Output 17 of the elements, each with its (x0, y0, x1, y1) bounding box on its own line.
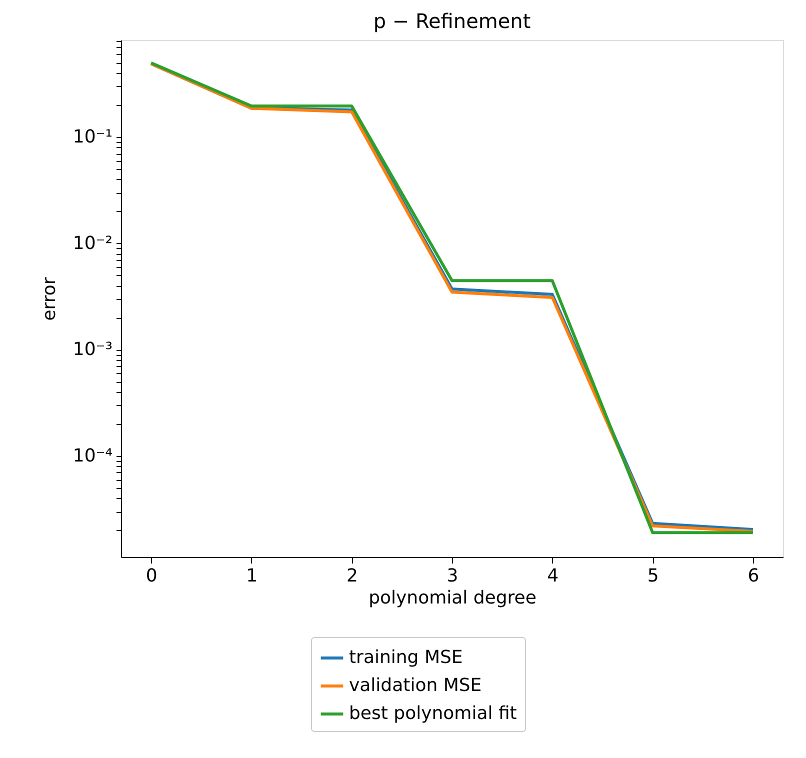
y-axis-title: error (38, 276, 60, 321)
y-tick-label: 10⁻³ (72, 339, 112, 360)
legend-label: best polynomial fit (349, 703, 517, 724)
y-tick-label: 10⁻¹ (72, 126, 112, 148)
legend-label: training MSE (349, 647, 463, 668)
x-axis-title: polynomial degree (368, 588, 536, 608)
x-tick-label: 2 (346, 566, 358, 586)
y-tick-label: 10⁻² (72, 232, 112, 254)
x-tick-label: 3 (446, 566, 458, 586)
x-tick-label: 0 (146, 566, 158, 586)
x-tick-label: 5 (647, 566, 659, 586)
x-tick-label: 6 (748, 566, 760, 586)
chart-title: p − Refinement (373, 9, 531, 33)
x-tick-label: 4 (547, 566, 559, 586)
x-tick-label: 1 (246, 566, 258, 586)
y-tick-label: 10⁻⁴ (72, 445, 112, 466)
legend-label: validation MSE (349, 675, 482, 696)
